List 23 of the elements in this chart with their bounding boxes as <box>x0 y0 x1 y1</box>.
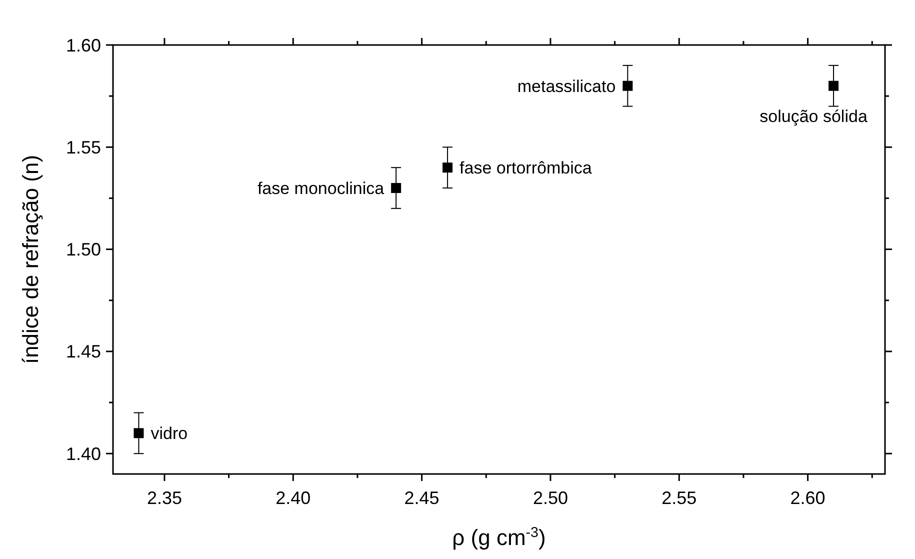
annotation: solução sólida <box>760 106 868 126</box>
x-tick-label: 2.55 <box>662 488 697 508</box>
y-tick-label: 1.50 <box>66 240 101 260</box>
point <box>134 428 144 438</box>
point <box>622 80 633 91</box>
annotation: metassilicato <box>517 76 616 96</box>
x-axis-title: ρ (g cm$^{-3}$) <box>452 525 546 550</box>
y-tick-label: 1.40 <box>66 444 101 464</box>
x-tick-label: 2.40 <box>276 488 311 508</box>
annotation: vidro <box>150 424 188 444</box>
point <box>442 162 453 173</box>
annotation: fase monoclinica <box>257 178 385 198</box>
point <box>391 183 402 193</box>
annotation: fase ortorrômbica <box>460 158 592 178</box>
point <box>828 80 839 91</box>
y-tick-label: 1.55 <box>66 137 101 158</box>
x-tick-label: 2.35 <box>146 488 182 508</box>
y-tick-label: 1.45 <box>66 342 101 362</box>
x-tick-label: 2.50 <box>532 488 568 508</box>
x-tick-label: 2.60 <box>790 488 826 508</box>
x-tick-label: 2.45 <box>404 488 440 508</box>
y-tick-label: 1.60 <box>66 35 101 56</box>
y-axis-title: índice de refração (n) <box>18 154 43 364</box>
